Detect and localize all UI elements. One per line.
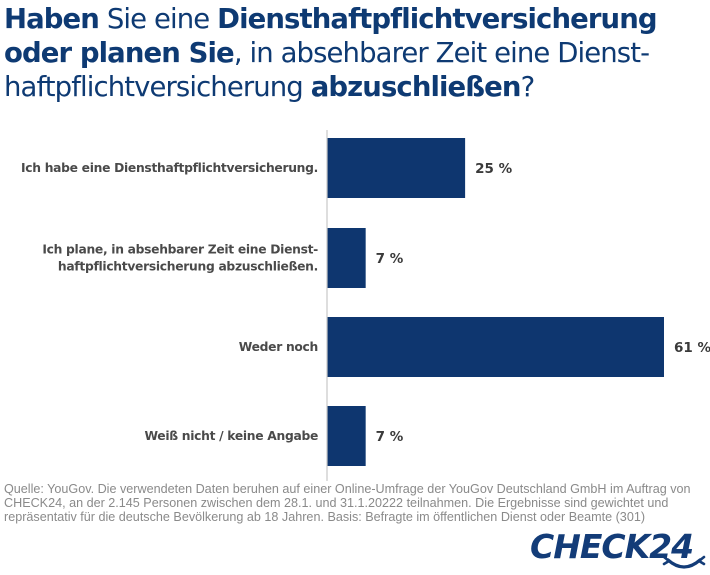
source-note: Quelle: YouGov. Die verwendeten Daten be… [4, 482, 691, 525]
value-label-1: 7 % [376, 251, 404, 267]
value-label-2: 61 % [674, 340, 710, 356]
title-segment: Haben [4, 3, 100, 35]
chart-title: Haben Sie eine Diensthaftpflichtversiche… [4, 2, 710, 104]
title-segment: haftpflichtversicherung [4, 71, 311, 103]
title-segment: Sie eine [99, 3, 218, 35]
title-segment: ? [520, 71, 536, 103]
category-label-2: Weder noch [239, 340, 318, 354]
category-label-0: Ich habe eine Diensthaftpflichtversicher… [21, 161, 318, 175]
bars-group [327, 138, 664, 466]
title-segment: , in absehbarer Zeit eine Dienst- [233, 37, 650, 69]
value-labels: 25 % 7 % 61 % 7 % [376, 161, 710, 445]
bar-2 [327, 317, 664, 377]
category-label-1: haftpflichtversicherung abzuschließen. [58, 260, 318, 274]
category-label-3: Weiß nicht / keine Angabe [144, 429, 318, 443]
category-label-1: Ich plane, in absehbarer Zeit eine Diens… [42, 243, 318, 257]
value-label-0: 25 % [475, 161, 512, 177]
bar-0 [327, 138, 466, 198]
arrow-head-left-icon [662, 555, 671, 566]
bar-3 [327, 406, 366, 466]
check24-logo: CHECK24 [530, 527, 706, 569]
arrow-head-right-icon [697, 555, 706, 566]
smile-arrow-icon [666, 558, 702, 569]
title-segment: abzuschließen [310, 71, 522, 103]
title-segment: oder planen Sie [4, 37, 235, 69]
category-labels: Ich habe eine Diensthaftpflichtversicher… [21, 161, 318, 443]
bar-1 [327, 228, 366, 288]
value-label-3: 7 % [376, 429, 404, 445]
title-segment: Diensthaftpflichtversicherung [217, 3, 657, 35]
